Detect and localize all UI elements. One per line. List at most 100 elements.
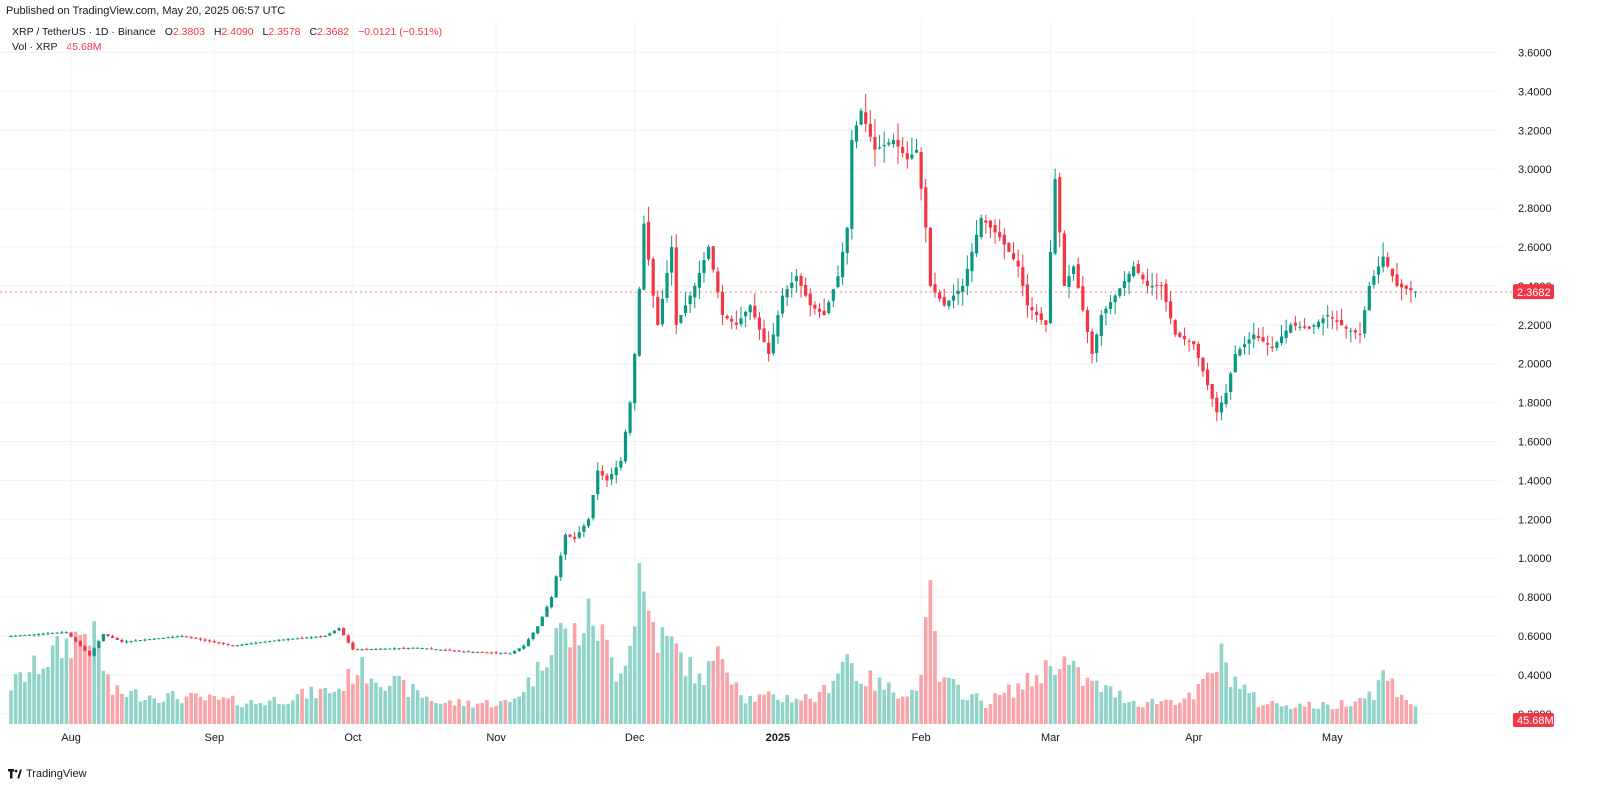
volume-bar [577,645,582,724]
candle-body [129,640,133,642]
candle-body [18,635,22,637]
volume-bar [1094,680,1099,724]
volume-bar [1362,698,1367,724]
volume-label[interactable]: Vol · XRP [12,41,58,53]
price-legend-row: XRP / TetherUS · 1D · Binance O2.3803 H2… [12,25,442,40]
volume-bar [230,695,235,724]
candle-body [1196,343,1200,358]
volume-bar [1159,701,1164,724]
volume-bar [360,657,364,724]
volume-bar [993,693,997,724]
volume-bar [558,622,563,724]
candle-body [226,643,230,645]
candle-body [1090,331,1094,354]
volume-bar [1376,680,1381,724]
candle-body [457,650,461,652]
volume-bar [92,621,96,724]
candle-body [1390,268,1394,277]
volume-bar [757,694,762,724]
candle-body [979,217,983,238]
volume-bar [309,686,314,724]
tradingview-brand[interactable]: TradingView [8,768,87,780]
symbol-label[interactable]: XRP / TetherUS · 1D · Binance [12,26,156,38]
volume-bar [438,703,443,724]
volume-bar [110,694,115,724]
candle-body [1233,353,1237,373]
volume-bar [988,704,993,724]
price-tick-label: 2.6000 [1518,242,1552,254]
volume-bar [406,696,411,724]
candle-body [947,300,951,307]
price-tick-label: 0.4000 [1518,670,1552,682]
volume-bar [595,640,600,724]
volume-bar [540,670,545,724]
candle-body [240,644,244,646]
volume-bar [762,694,766,724]
volume-bar [254,704,258,724]
volume-bar [27,672,32,724]
candle-body [46,633,50,635]
candle-body [166,637,170,639]
volume-bar [1025,673,1030,724]
volume-bar [526,677,531,724]
candle-body [286,639,290,641]
candle-body [1155,284,1159,286]
volume-bar [1238,688,1242,724]
candle-body [300,637,304,639]
volume-bar [1164,699,1168,724]
candle-body [591,494,595,519]
volume-bar [341,690,346,724]
volume-bar [267,700,272,724]
candle-body [998,232,1002,238]
candle-body [508,653,512,655]
candle-body [522,645,526,649]
candle-body [1187,340,1191,342]
time-axis[interactable]: Aug Sep Oct Nov Dec 2025 Feb Mar Apr May [61,732,1343,744]
candle-body [374,648,378,650]
volume-bar [1205,672,1210,724]
candles [9,93,1418,657]
volume-bar [554,628,558,724]
volume-bar [1173,704,1178,724]
volume-bar [1002,692,1007,724]
volume-bar [291,700,295,724]
candle-body [217,642,221,644]
candle-body [1145,280,1150,286]
volume-bar [170,691,175,724]
candle-body [1289,324,1293,333]
volume-bar [41,668,46,724]
candle-body [540,616,544,627]
candle-body [859,110,863,125]
volume-bar [799,700,803,724]
candle-body [208,640,212,642]
candle-body [443,649,447,651]
candle-body [799,275,803,286]
volume-bar [152,698,157,724]
candle-body [1108,302,1113,310]
candle-body [526,639,531,647]
candle-body [41,633,45,635]
candle-body [771,334,775,354]
volume-bar [877,677,882,724]
volume-bar [1081,685,1085,724]
candle-body [78,640,82,647]
candle-body [827,302,831,313]
volume-bar [1150,698,1154,724]
candle-body [1136,264,1140,273]
volume-bar [203,700,207,724]
price-axis[interactable]: 3.60003.40003.20003.00002.80002.60002.40… [1518,48,1552,721]
volume-bar [970,694,974,724]
time-tick-label: Apr [1185,732,1202,744]
candle-body [914,149,919,153]
volume-bar [891,692,896,724]
volume-bar [1182,698,1187,724]
candle-body [360,649,364,651]
candle-body [1376,266,1381,275]
candle-body [1058,177,1062,233]
volume-bar [32,655,36,724]
volume-bar [974,693,979,724]
candle-body [221,642,226,644]
candle-body [27,634,32,636]
candle-body [628,402,632,433]
